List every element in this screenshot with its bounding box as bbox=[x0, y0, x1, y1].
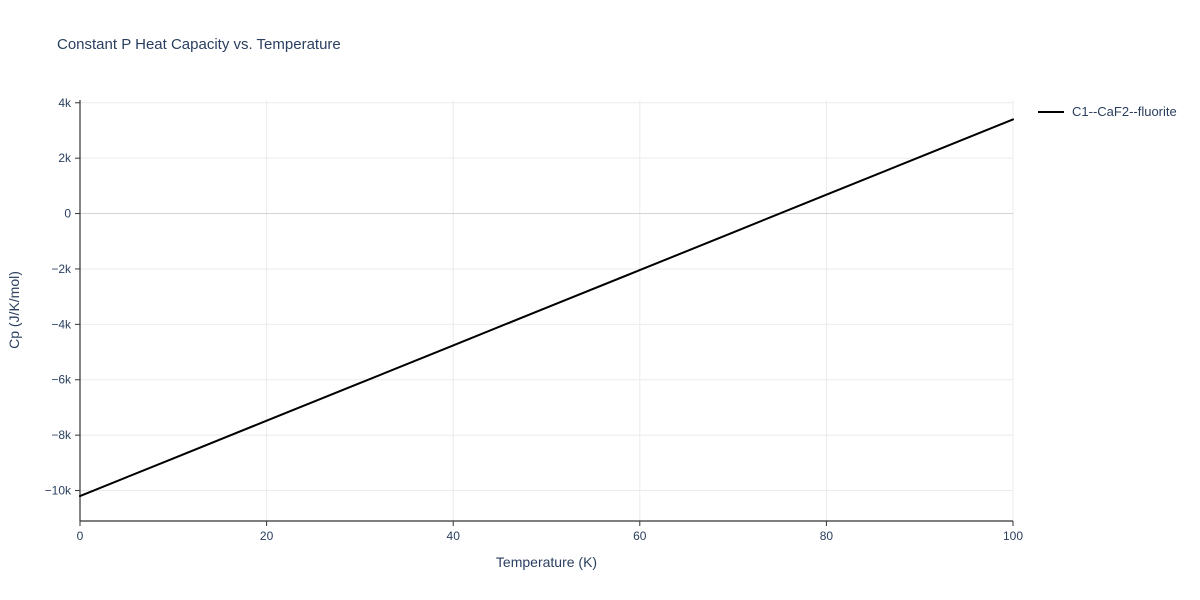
x-tick-label: 80 bbox=[820, 529, 834, 543]
gridlines bbox=[80, 100, 1014, 521]
y-tick-label: 2k bbox=[58, 151, 72, 165]
legend-item[interactable]: C1--CaF2--fluorite bbox=[1038, 104, 1177, 119]
legend-label: C1--CaF2--fluorite bbox=[1072, 104, 1177, 119]
x-tick-label: 40 bbox=[447, 529, 461, 543]
tick-labels: 0 20 40 60 80 100 −10k −8k −6k −4k −2k 0 2k 4k bbox=[45, 96, 1024, 543]
y-axis-title: Cp (J/K/mol) bbox=[6, 271, 22, 349]
x-tick-label: 100 bbox=[1003, 529, 1023, 543]
legend-line-sample bbox=[1038, 110, 1064, 113]
y-tick-label: 4k bbox=[58, 96, 72, 110]
y-tick-label: −4k bbox=[51, 317, 72, 331]
x-tick-label: 20 bbox=[260, 529, 274, 543]
x-axis-title: Temperature (K) bbox=[495, 554, 598, 570]
y-tick-label: −2k bbox=[51, 262, 72, 276]
x-tick-label: 0 bbox=[77, 529, 84, 543]
x-tick-label: 60 bbox=[633, 529, 647, 543]
y-tick-label: 0 bbox=[64, 207, 71, 221]
chart-title: Constant P Heat Capacity vs. Temperature bbox=[57, 36, 341, 53]
y-tick-label: −6k bbox=[51, 373, 72, 387]
y-tick-label: −8k bbox=[51, 428, 72, 442]
y-tick-label: −10k bbox=[45, 484, 72, 498]
data-line[interactable] bbox=[79, 118, 1014, 498]
legend: C1--CaF2--fluorite bbox=[1038, 104, 1177, 119]
